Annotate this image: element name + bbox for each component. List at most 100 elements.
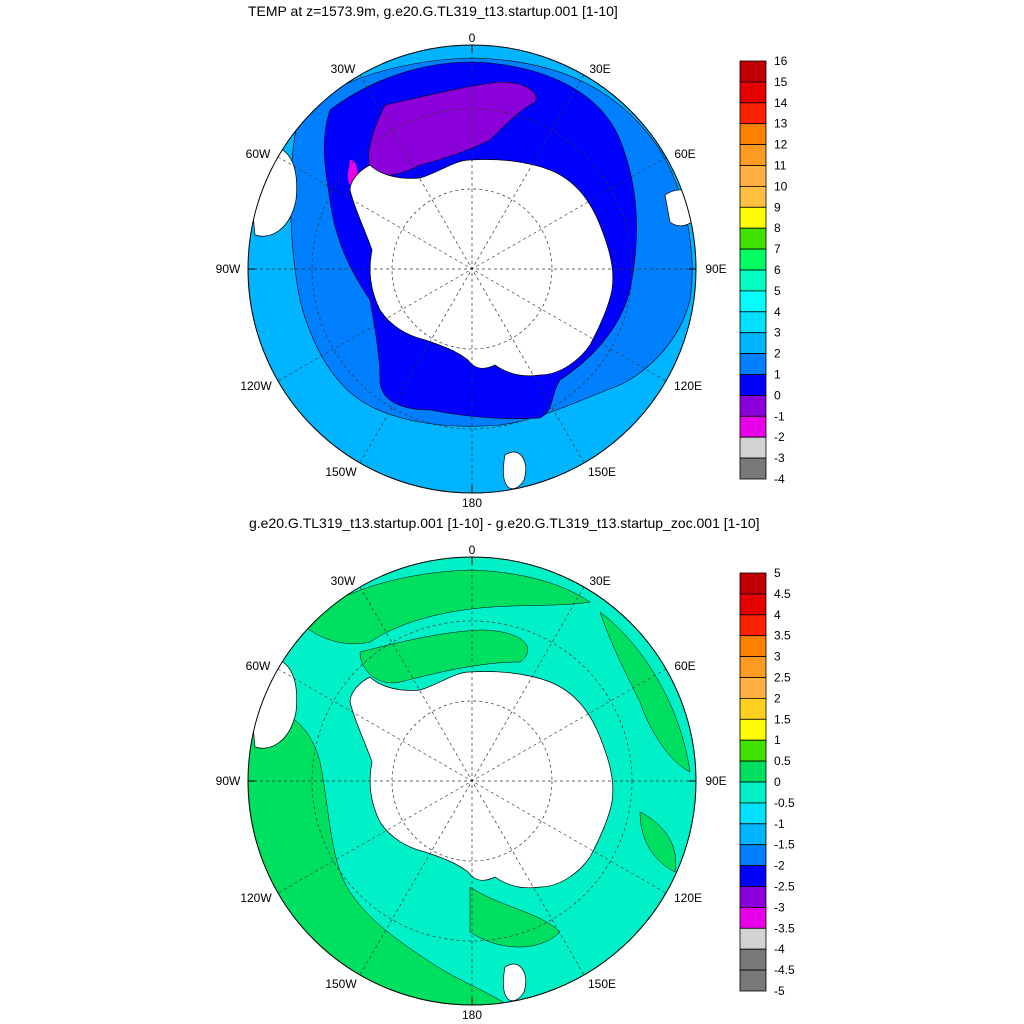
lon-label: 60W [246,659,271,673]
difference-map-panel: g.e20.G.TL319_t13.startup.001 [1-10] - g… [0,512,1024,1024]
colorbar-swatch [739,60,767,83]
lon-label: 180 [462,1008,482,1022]
colorbar-swatch [739,906,767,929]
colorbar-label: 12 [774,138,788,152]
lon-label: 30W [331,574,356,588]
lon-label: 150W [325,465,357,479]
colorbar-swatch [739,739,767,762]
colorbar-swatch [739,123,767,145]
lon-label: 120W [240,891,272,905]
colorbar-label: 4 [774,608,781,622]
colorbar-swatch [739,718,767,741]
colorbar-label: 1 [774,368,781,382]
lon-label: 30W [331,62,356,76]
colorbar-label: 5 [774,566,781,580]
colorbar-swatch [739,760,767,783]
colorbar-swatch [739,614,767,637]
colorbar-swatch [739,144,767,166]
colorbar-swatch [739,886,767,908]
lon-label: 90W [216,262,241,276]
colorbar-swatch [739,697,767,720]
lon-label: 60W [246,147,271,161]
lon-label: 0 [469,543,476,557]
colorbar-label: 6 [774,263,781,277]
colorbar-label: -2.5 [774,880,795,894]
panel-title: TEMP at z=1573.9m, g.e20.G.TL319_t13.sta… [248,3,618,19]
colorbar-swatch [739,206,767,229]
colorbar-swatch [739,802,767,825]
colorbar-swatch [739,81,767,104]
lon-label: 120W [240,379,272,393]
colorbar-swatch [739,677,767,699]
longitude-labels: 0 30E 60E 90E 120E 150E 180 150W 120W 90… [216,31,727,510]
colorbar-swatch [739,927,767,950]
panel-title: g.e20.G.TL319_t13.startup.001 [1-10] - g… [249,515,760,531]
colorbar-label: -4.5 [774,963,795,977]
colorbar-swatch [739,969,767,992]
colorbar-label: 0 [774,775,781,789]
colorbar-swatch [739,311,767,334]
lon-label: 90E [705,774,726,788]
colorbar-label: -2 [774,430,785,444]
colorbar-label: 0 [774,388,781,402]
lon-label: 150W [325,977,357,991]
colorbar-label: 4.5 [774,587,791,601]
colorbar-label: 3.5 [774,629,791,643]
colorbar-label: -4 [774,472,785,486]
colorbar-label: 15 [774,75,788,89]
colorbar-swatch [739,332,767,355]
land-right [503,451,527,489]
colorbar-swatch [739,102,767,125]
lon-label: 30E [589,62,610,76]
continent [349,671,614,889]
colorbar-label: 9 [774,200,781,214]
colorbar-label: 5 [774,284,781,298]
polar-map: 0 30E 60E 90E 120E 150E 180 150W 120W 90… [216,31,727,510]
colorbar-swatch [739,269,767,292]
lon-label: 180 [462,496,482,510]
colorbar-swatch [739,781,767,804]
colorbar-swatch [739,436,767,459]
colorbar-swatch [739,656,767,678]
lon-label: 30E [589,574,610,588]
colorbar-label: -1 [774,817,785,831]
lon-label: 60E [674,147,695,161]
land-right [503,963,527,1001]
colorbar-label: 3 [774,650,781,664]
colorbar-swatch [739,823,767,846]
lon-label: 150E [588,465,616,479]
colorbar-label: 11 [774,159,787,173]
colorbar-label: 0.5 [774,754,791,768]
colorbar-label: -0.5 [774,796,795,810]
longitude-labels: 0 30E 60E 90E 120E 150E 180 150W 120W 90… [216,543,727,1022]
colorbar-label: -3 [774,451,785,465]
colorbar-label: -3.5 [774,921,795,935]
colorbar-label: -2 [774,859,785,873]
colorbar-label: 16 [774,54,788,68]
colorbar-swatch [739,572,767,595]
colorbar-swatch [739,593,767,616]
colorbar-swatch [739,394,767,417]
lon-label: 150E [588,977,616,991]
colorbar-label: 7 [774,242,781,256]
colorbar-label: -3 [774,900,785,914]
colorbar-swatch [739,248,767,271]
colorbar-label: -4 [774,942,785,956]
colorbar-swatch [739,374,767,396]
colorbar: 5 4.5 4 3.5 3 2.5 2 1.5 1 0.5 0 -0.5 -1 -1.5 -2 -2.5 -3 -… [739,566,795,998]
lon-label: 120E [674,379,702,393]
colorbar-label: 4 [774,305,781,319]
lon-label: 60E [674,659,695,673]
colorbar-label: 2.5 [774,671,791,685]
colorbar-swatch [739,353,767,375]
colorbar-label: 13 [774,117,788,131]
colorbar-swatch [739,165,767,187]
colorbar-label: -5 [774,984,785,998]
colorbar-label: 14 [774,96,788,110]
colorbar-label: 3 [774,326,781,340]
colorbar-label: 8 [774,221,781,235]
colorbar-swatch [739,635,767,657]
colorbar-swatch [739,415,767,438]
colorbar-label: 10 [774,179,788,193]
